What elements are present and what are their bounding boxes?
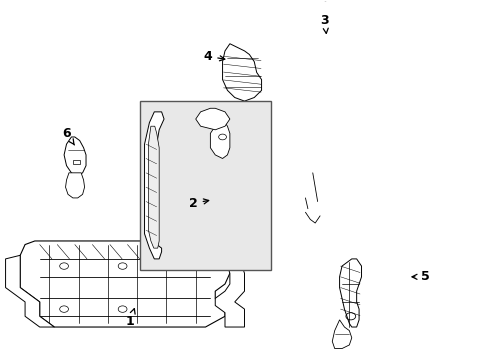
Polygon shape (20, 241, 229, 327)
Polygon shape (64, 137, 86, 176)
Polygon shape (331, 320, 351, 348)
Text: 6: 6 (62, 127, 74, 145)
Polygon shape (65, 173, 84, 198)
Polygon shape (144, 112, 163, 259)
Text: 1: 1 (125, 309, 135, 328)
Text: 4: 4 (203, 50, 224, 63)
Bar (140, 101, 271, 270)
Text: 2: 2 (188, 197, 208, 210)
Polygon shape (222, 44, 261, 101)
Text: 5: 5 (411, 270, 428, 283)
Polygon shape (297, 0, 488, 1)
Polygon shape (148, 126, 159, 248)
Text: 3: 3 (320, 14, 328, 33)
Polygon shape (205, 241, 244, 327)
Polygon shape (195, 108, 229, 130)
Polygon shape (210, 119, 229, 158)
Polygon shape (5, 255, 54, 327)
Polygon shape (339, 259, 361, 327)
Bar (73, 159, 80, 164)
